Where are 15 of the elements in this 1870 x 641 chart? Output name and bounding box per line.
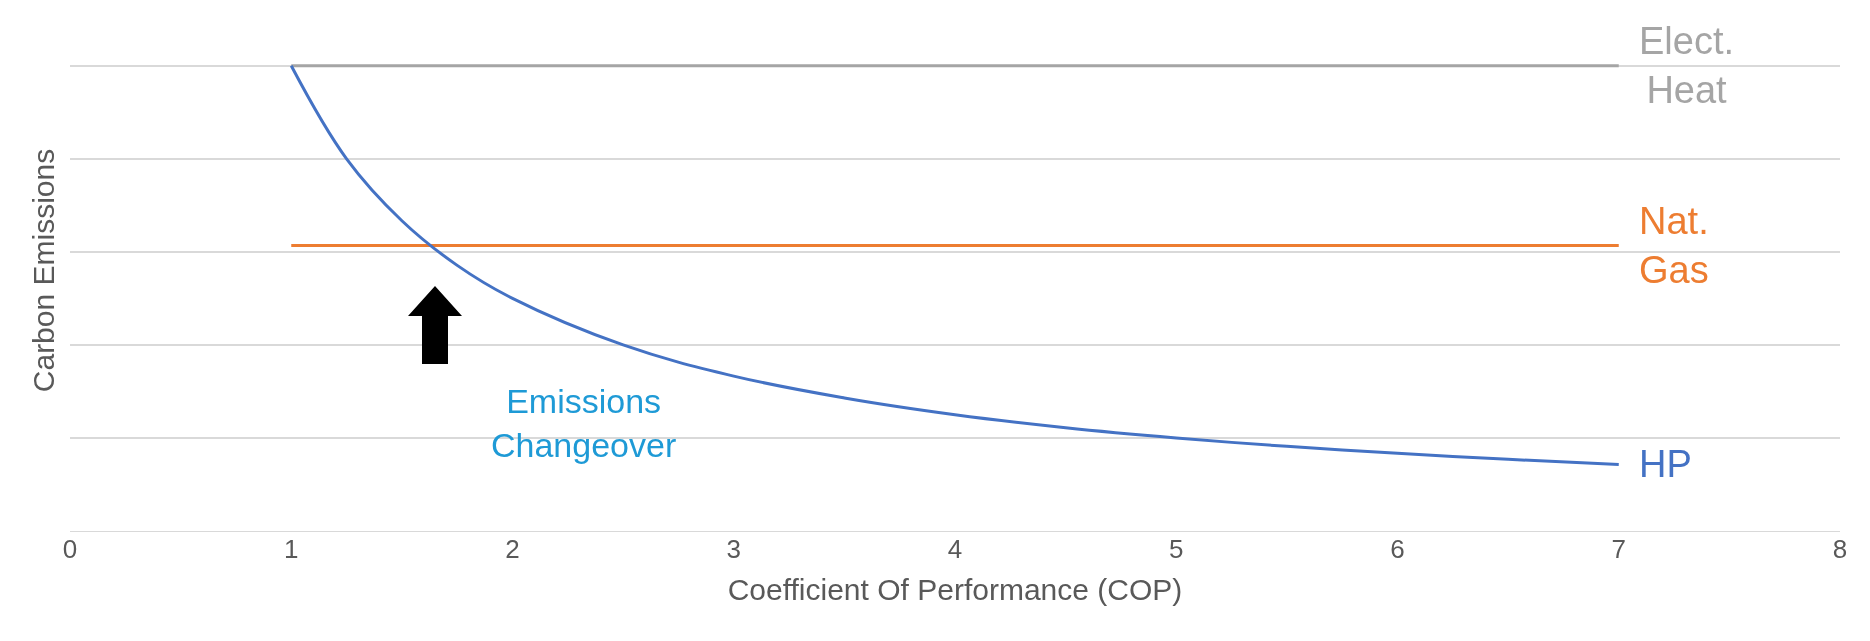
x-tick-label: 2: [505, 534, 520, 564]
annotation: Emissions Changeover: [491, 382, 677, 465]
x-tick-label: 1: [284, 534, 299, 564]
x-tick-label: 7: [1611, 534, 1626, 564]
x-axis-title: Coefficient Of Performance (COP): [727, 572, 1183, 606]
x-tick-label: 3: [726, 534, 741, 564]
x-tick-label: 6: [1390, 534, 1405, 564]
series-label: Elect. Heat: [1639, 20, 1735, 112]
x-tick-label: 8: [1832, 534, 1848, 564]
x-tick-label: 0: [62, 534, 78, 564]
y-axis-title: Carbon Emissions: [27, 148, 60, 393]
series-label: HP: [1639, 443, 1692, 485]
x-tick-label: 5: [1169, 534, 1184, 564]
x-tick-label: 4: [947, 534, 963, 564]
series-label: Nat. Gas: [1639, 200, 1709, 292]
